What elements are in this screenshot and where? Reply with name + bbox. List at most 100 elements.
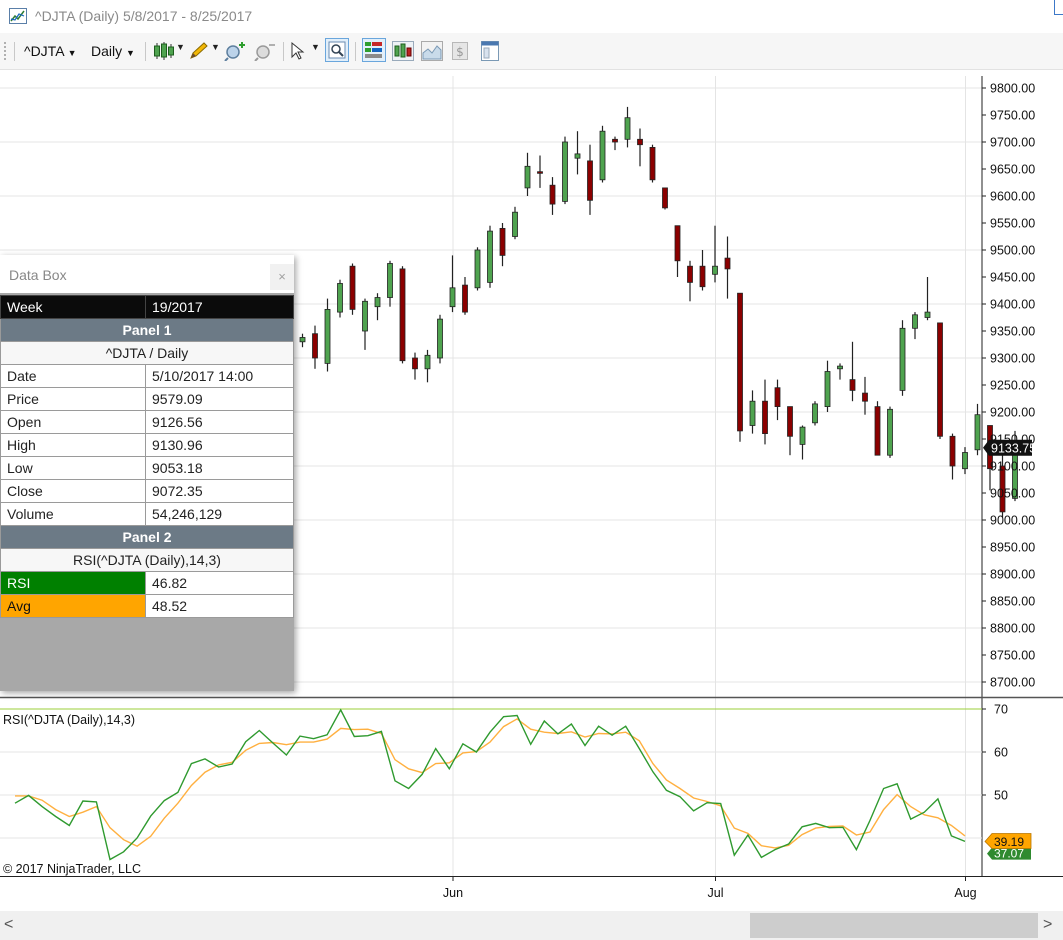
instrument-selector[interactable]: ^DJTA ▼ <box>24 43 77 59</box>
candle <box>749 390 756 434</box>
candle <box>387 260 393 307</box>
candle-body <box>549 184 556 205</box>
copyright-text: © 2017 NinjaTrader, LLC <box>3 862 141 876</box>
candle <box>662 187 668 210</box>
dollar-icon[interactable]: $ <box>452 41 468 61</box>
pencil-icon[interactable] <box>188 41 210 61</box>
candle <box>512 206 518 240</box>
candle <box>362 298 368 350</box>
area-style-icon[interactable] <box>421 41 443 61</box>
candle-body <box>299 337 306 343</box>
time-axis: Jun Jul Aug <box>443 876 977 900</box>
data-box-window[interactable]: Data Box × Week 19/2017 Panel 1 ^DJTA / … <box>0 255 294 691</box>
candle <box>787 406 793 456</box>
candle-body <box>699 265 706 288</box>
candle <box>799 425 806 460</box>
row-label: Price <box>0 387 146 411</box>
avg-row: Avg 48.52 <box>0 594 294 618</box>
interval-label: Daily <box>91 43 123 59</box>
candle <box>762 379 768 445</box>
candle-body <box>599 130 606 181</box>
candle-body <box>899 327 906 391</box>
candle-body <box>837 365 843 370</box>
pointer-icon[interactable] <box>290 41 308 61</box>
zoom-out-icon[interactable] <box>254 41 276 61</box>
close-icon[interactable]: × <box>270 264 294 290</box>
candle <box>487 225 493 288</box>
candle-body <box>387 263 393 298</box>
chevron-down-icon[interactable]: ▼ <box>176 42 185 52</box>
avg-value: 48.52 <box>145 594 294 618</box>
candle-body <box>662 187 668 209</box>
zoom-in-icon[interactable] <box>224 41 246 61</box>
bar-style-icon[interactable] <box>392 41 414 61</box>
candle <box>712 225 718 283</box>
candle-body <box>412 357 418 370</box>
window-corner-control[interactable] <box>1054 0 1063 15</box>
candle-body <box>374 297 381 308</box>
toolbar-separator <box>283 42 284 61</box>
candle <box>549 177 556 215</box>
candle <box>349 263 356 315</box>
price-tick-label: 9100.00 <box>990 460 1035 474</box>
price-tick-label: 9000.00 <box>990 514 1035 528</box>
candle-body <box>512 211 518 237</box>
toolbar-grip[interactable] <box>4 42 8 60</box>
scroll-left-icon[interactable]: < <box>4 916 14 933</box>
panel1-title: Panel 1 <box>0 318 294 342</box>
candle <box>412 352 418 380</box>
candle <box>299 333 306 348</box>
price-tick-label: 9800.00 <box>990 82 1035 96</box>
candle-body <box>674 225 681 262</box>
rsi-grid <box>0 708 982 839</box>
candle-body <box>399 268 406 362</box>
price-tick-label: 9650.00 <box>990 163 1035 177</box>
scroll-right-icon[interactable]: > <box>1043 916 1053 933</box>
properties-icon[interactable] <box>481 41 499 61</box>
candle <box>812 401 818 426</box>
candle-body <box>724 257 731 270</box>
time-tick-label: Jul <box>708 886 724 900</box>
candle <box>337 279 343 318</box>
candle <box>862 376 868 415</box>
candle <box>824 360 831 412</box>
data-box-header[interactable]: Data Box × <box>0 255 294 293</box>
candle-body <box>787 406 793 437</box>
price-tick-label: 8950.00 <box>990 541 1035 555</box>
time-grid <box>452 76 966 876</box>
price-tick-label: 9400.00 <box>990 298 1035 312</box>
candle <box>599 125 606 183</box>
candle-body <box>612 138 618 143</box>
chart-canvas[interactable]: 9800.00 9750.00 9700.00 9650.00 9600.00 9550.… <box>0 70 1063 911</box>
candle-body <box>312 333 318 359</box>
panel1-subheader: ^DJTA / Daily <box>0 341 294 365</box>
candle <box>887 406 893 458</box>
price-tick-label: 8900.00 <box>990 568 1035 582</box>
row-value: 9053.18 <box>145 456 294 480</box>
data-box-button[interactable] <box>362 38 386 62</box>
candle-body <box>862 392 868 402</box>
interval-selector[interactable]: Daily ▼ <box>91 43 135 59</box>
rsi-value: 46.82 <box>145 571 294 595</box>
candle <box>612 136 618 151</box>
price-tick-label: 8800.00 <box>990 622 1035 636</box>
chevron-down-icon[interactable]: ▼ <box>311 42 320 52</box>
candle <box>849 341 856 402</box>
title-bar: ^DJTA (Daily) 5/8/2017 - 8/25/2017 <box>0 0 1063 33</box>
magnifier-button[interactable] <box>325 38 349 62</box>
price-tick-label: 8750.00 <box>990 649 1035 663</box>
horizontal-scrollbar[interactable]: < > <box>0 911 1063 940</box>
candle-body <box>537 171 543 174</box>
chevron-down-icon[interactable]: ▼ <box>211 42 220 52</box>
svg-text:$: $ <box>456 45 464 59</box>
candle-body <box>774 387 781 408</box>
candlestick-icon[interactable] <box>153 41 175 61</box>
candle <box>624 106 631 148</box>
candle-body <box>637 138 643 146</box>
candle-body <box>912 314 918 329</box>
row-value: 9579.09 <box>145 387 294 411</box>
price-tick-label: 9350.00 <box>990 325 1035 339</box>
candle <box>637 128 643 167</box>
price-tick-label: 9700.00 <box>990 136 1035 150</box>
scrollbar-thumb[interactable] <box>750 913 1038 938</box>
